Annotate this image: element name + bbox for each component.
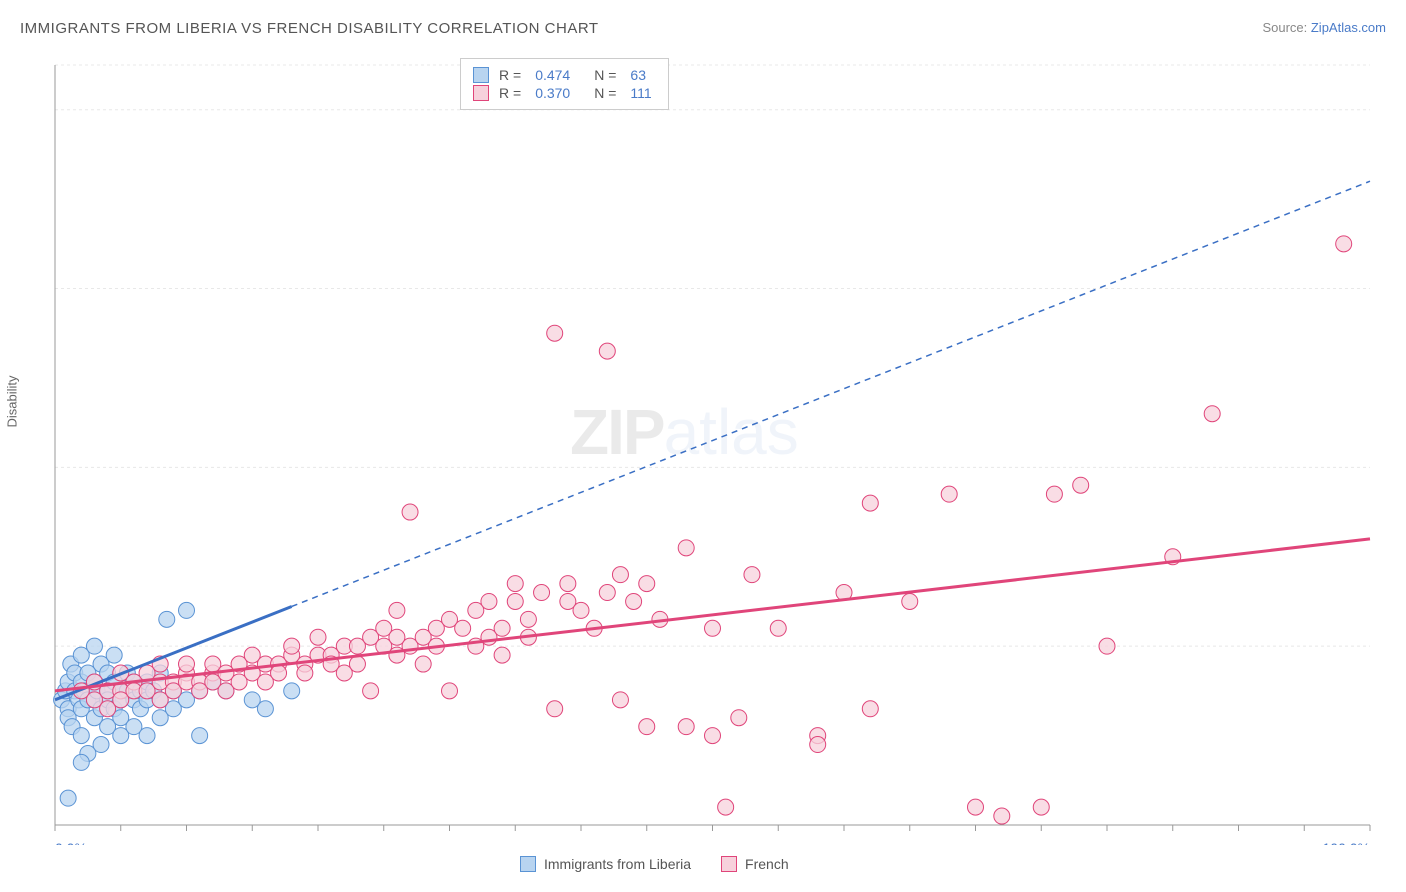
- legend-item-a: Immigrants from Liberia: [520, 856, 691, 872]
- legend-label-b: French: [745, 856, 789, 872]
- stats-row-series-b: R = 0.370 N = 111: [473, 85, 656, 101]
- swatch-series-a: [473, 67, 489, 83]
- stats-r-label-a: R =: [499, 67, 521, 83]
- svg-text:100.0%: 100.0%: [1323, 840, 1370, 845]
- legend-swatch-a: [520, 856, 536, 872]
- y-axis-label: Disability: [5, 375, 20, 427]
- stats-n-value-b: 111: [630, 85, 651, 101]
- chart-area: 20.0%40.0%60.0%80.0%0.0%100.0%: [50, 55, 1380, 855]
- stats-legend-box: R = 0.474 N = 63 R = 0.370 N = 111: [460, 58, 669, 110]
- swatch-series-b: [473, 85, 489, 101]
- legend-item-b: French: [721, 856, 789, 872]
- legend-swatch-b: [721, 856, 737, 872]
- scatter-chart-svg: 20.0%40.0%60.0%80.0%0.0%100.0%: [50, 55, 1380, 845]
- stats-row-series-a: R = 0.474 N = 63: [473, 67, 656, 83]
- stats-n-label-b: N =: [594, 85, 616, 101]
- stats-n-label-a: N =: [594, 67, 616, 83]
- stats-r-value-b: 0.370: [535, 85, 570, 101]
- stats-r-value-a: 0.474: [535, 67, 570, 83]
- source-attribution: Source: ZipAtlas.com: [1262, 20, 1386, 35]
- source-link[interactable]: ZipAtlas.com: [1311, 20, 1386, 35]
- stats-r-label-b: R =: [499, 85, 521, 101]
- bottom-legend: Immigrants from Liberia French: [520, 856, 789, 872]
- svg-text:0.0%: 0.0%: [55, 840, 87, 845]
- stats-n-value-a: 63: [630, 67, 646, 83]
- source-prefix: Source:: [1262, 20, 1310, 35]
- legend-label-a: Immigrants from Liberia: [544, 856, 691, 872]
- chart-title: IMMIGRANTS FROM LIBERIA VS FRENCH DISABI…: [20, 20, 599, 37]
